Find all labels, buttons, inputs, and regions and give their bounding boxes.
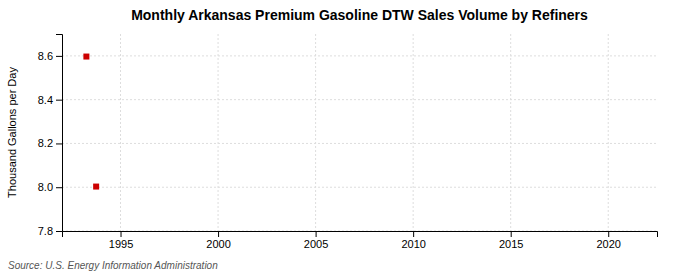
axis-line [56,35,63,232]
grid-line [62,99,657,100]
tick: 1995 [109,231,133,250]
tick-label: 8.2 [38,137,53,149]
tick-label: 2020 [596,238,620,250]
grid-line [413,34,414,231]
tick: 2020 [596,231,620,250]
grid-line [62,55,657,56]
grid-line [62,143,657,144]
tick-mark [413,231,414,237]
points [83,54,99,190]
plot: 1995 2000 2005 2010 2015 2020 7.8 8.0 8.2 8.4 8.6 [38,34,658,250]
grid [62,34,657,231]
tick-mark [56,231,62,232]
grid-line [218,34,219,231]
tick: 8.2 [38,137,62,149]
tick-mark [608,231,609,237]
tick-mark [218,231,219,237]
tick: 8.0 [38,181,62,193]
tick-label: 2000 [206,238,230,250]
point [93,184,99,190]
tick: 2010 [401,231,425,250]
grid-line [120,34,121,231]
tick-mark [121,231,122,237]
annotation: Source: U.S. Energy Information Administ… [8,260,218,271]
tick-label: 2005 [304,238,328,250]
tick: 7.8 [38,225,62,237]
grid-line [608,34,609,231]
grid-line [510,34,511,231]
tick: 2005 [304,231,328,250]
tick: 2000 [206,231,230,250]
tick-label: 1995 [109,238,133,250]
axis-line [63,232,658,238]
tick: 8.6 [38,50,62,62]
tick-mark [56,143,62,144]
point [83,54,89,60]
y-axis-title: Thousand Gallons per Day [6,67,18,198]
tick-mark [316,231,317,237]
tick-mark [56,100,62,101]
tick-mark [56,56,62,57]
x-axis: 1995 2000 2005 2010 2015 2020 [63,231,658,250]
tick-label: 8.4 [38,94,53,106]
tick: 8.4 [38,94,62,106]
tick-label: 2010 [401,238,425,250]
tick-label: 2015 [499,238,523,250]
tick-mark [511,231,512,237]
tick-mark [56,187,62,188]
y-axis: 7.8 8.0 8.2 8.4 8.6 [38,35,63,238]
tick: 2015 [499,231,523,250]
tick-label: 7.8 [38,225,53,237]
grid-line [62,187,657,188]
tick-label: 8.0 [38,181,53,193]
chart: 1995 2000 2005 2010 2015 2020 7.8 8.0 8.2 8.4 8.6 M… [0,0,675,275]
tick-label: 8.6 [38,50,53,62]
grid-line [315,34,316,231]
title: Monthly Arkansas Premium Gasoline DTW Sa… [131,7,588,23]
